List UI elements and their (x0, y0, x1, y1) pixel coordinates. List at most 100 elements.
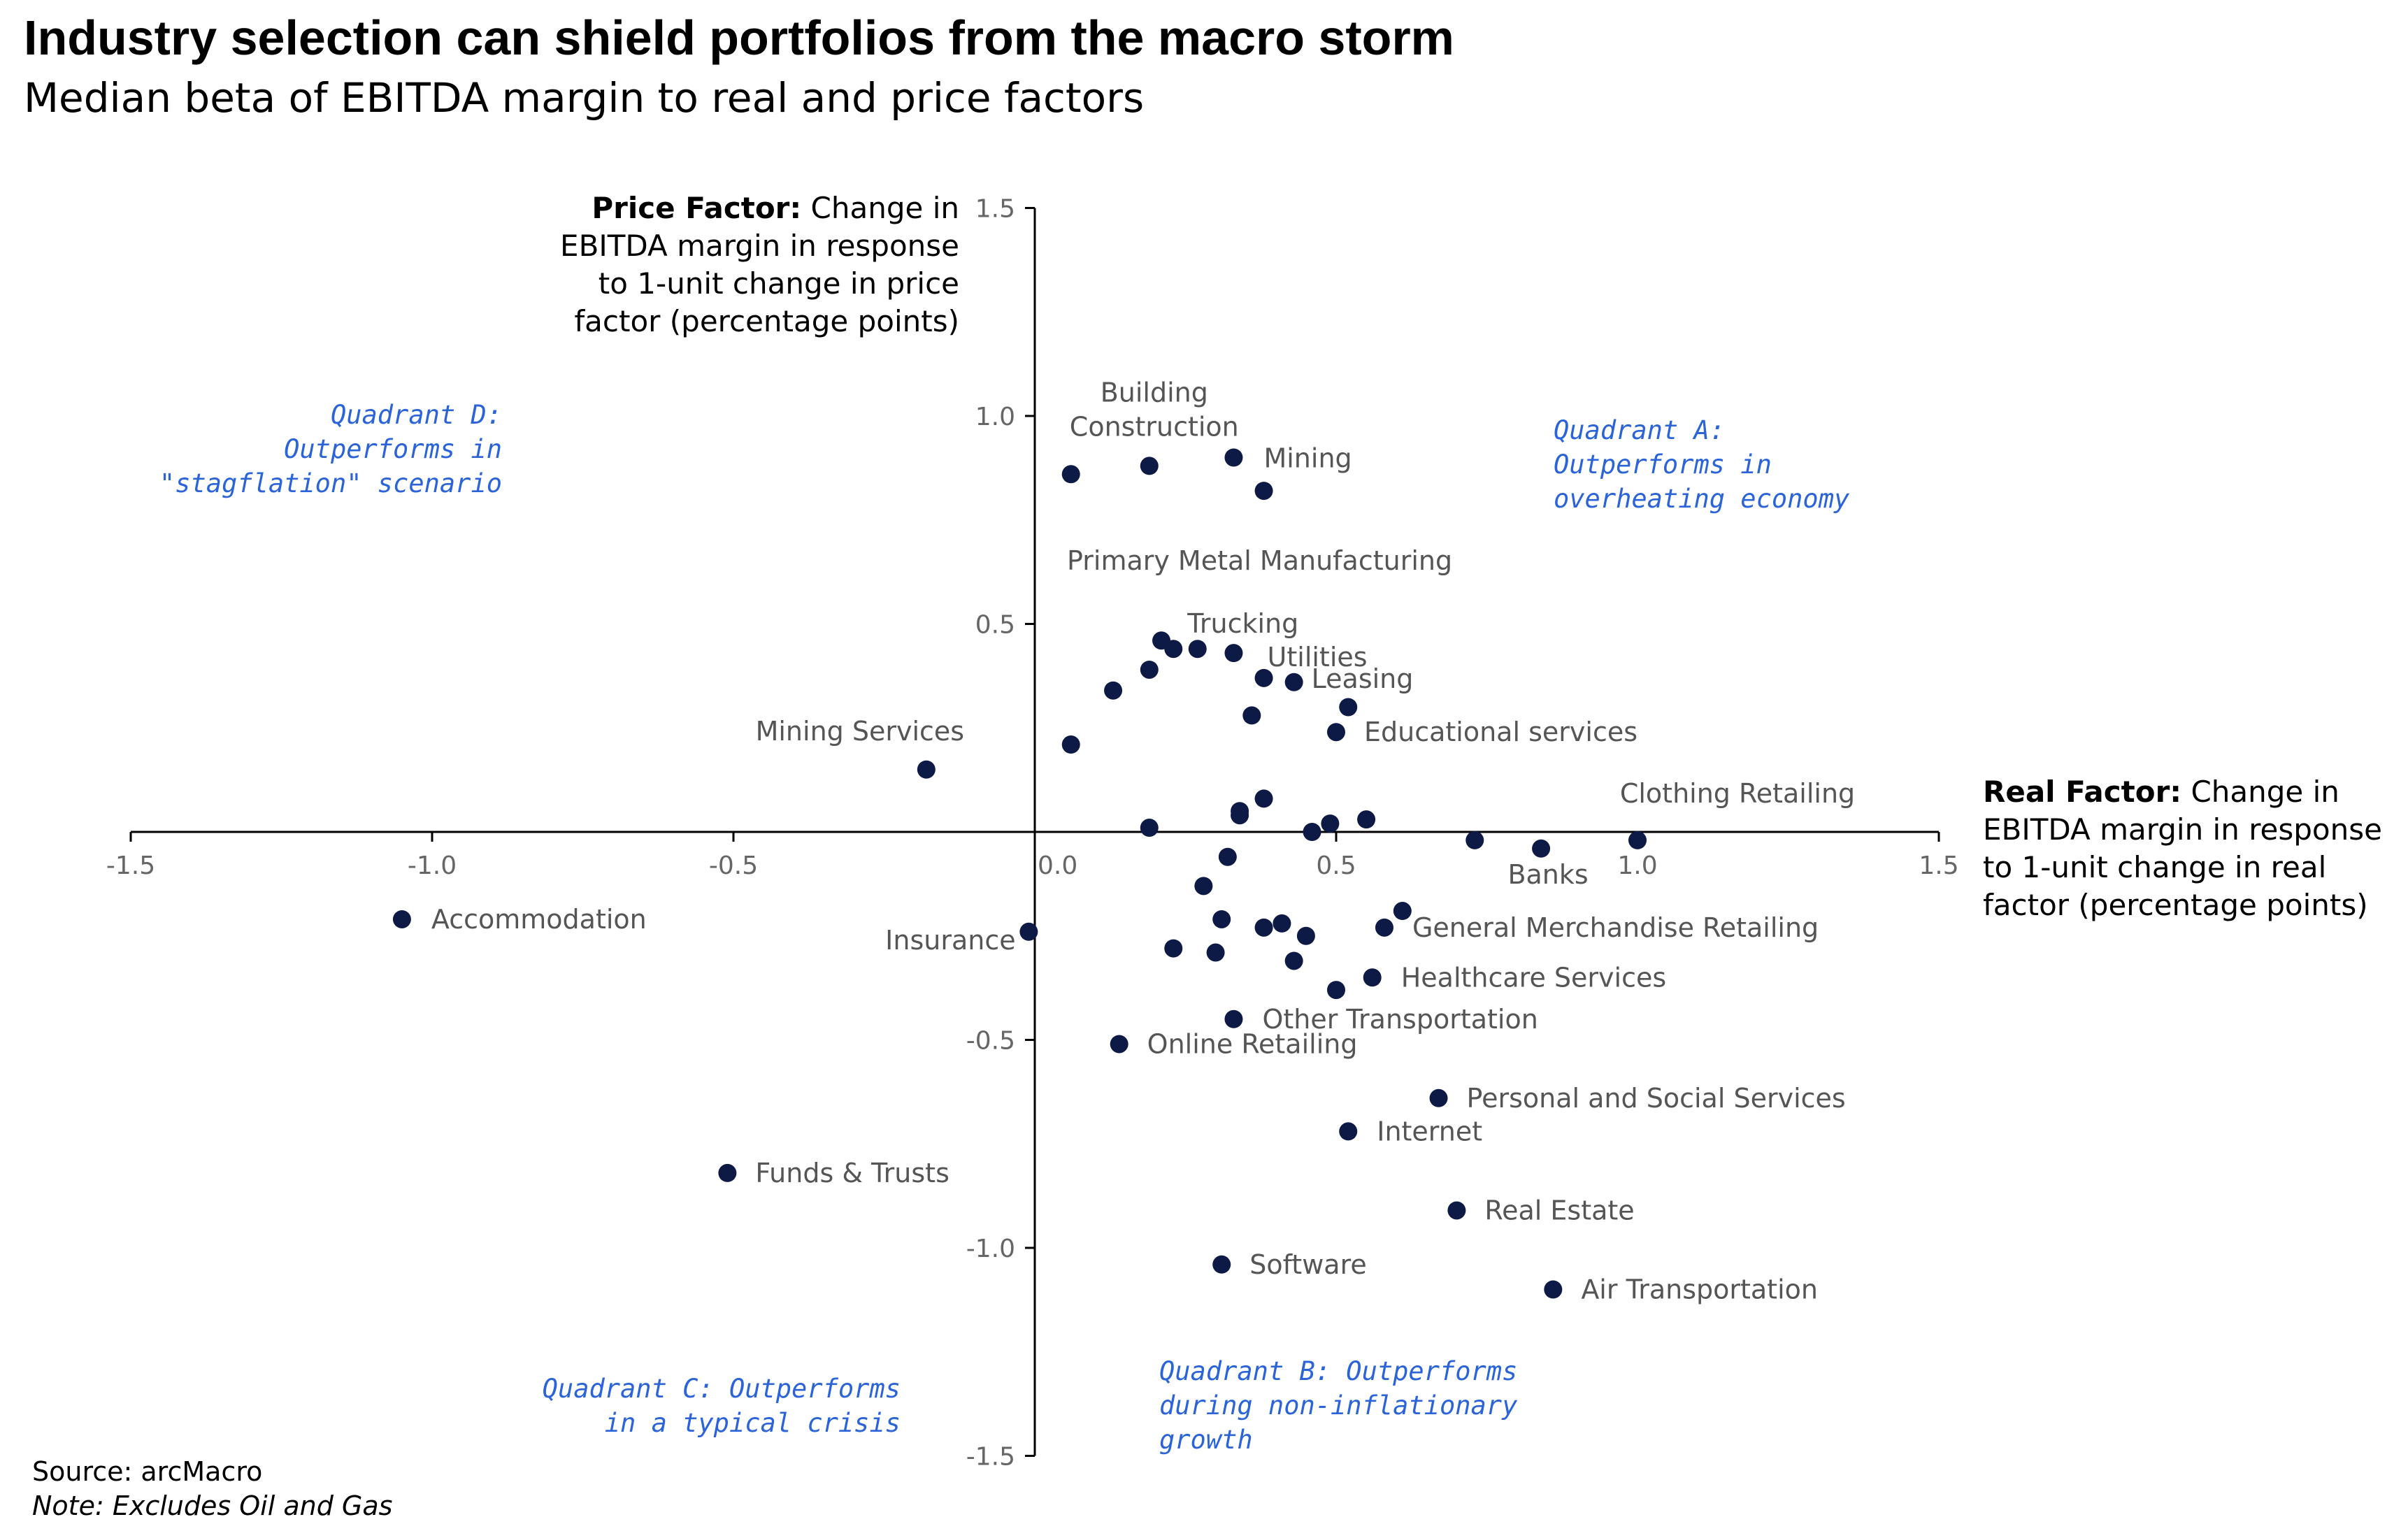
data-point (1321, 814, 1340, 833)
point-label: Mining Services (756, 716, 965, 747)
data-point (917, 760, 936, 779)
data-point (718, 1163, 737, 1182)
data-point (1327, 723, 1345, 742)
point-label: Other Transportation (1262, 1004, 1538, 1035)
y-tick-label: -1.5 (966, 1443, 1015, 1472)
point-label: Internet (1377, 1116, 1482, 1147)
y-tick-label: 1.0 (975, 403, 1015, 431)
data-point (1339, 1122, 1358, 1141)
data-point (1273, 914, 1291, 933)
data-points (392, 448, 1647, 1299)
data-point (1254, 918, 1273, 937)
data-point (1212, 910, 1231, 928)
x-tick-label: -1.5 (106, 851, 155, 880)
axes (129, 207, 1940, 1457)
point-label: Real Estate (1484, 1195, 1634, 1225)
data-point (1164, 939, 1183, 958)
data-point (1284, 951, 1303, 970)
data-point (1231, 806, 1249, 825)
data-point (1393, 902, 1412, 921)
data-point (1140, 819, 1159, 838)
footnote: Note: Excludes Oil and Gas (32, 1490, 392, 1521)
data-point (1194, 877, 1213, 896)
point-label: Leasing (1312, 663, 1414, 694)
point-label: Building Construction (1070, 377, 1239, 442)
point-label: Online Retailing (1147, 1028, 1358, 1059)
point-label: Air Transportation (1581, 1274, 1818, 1305)
data-point (1532, 839, 1551, 858)
x-tick-label: 0.0 (1038, 851, 1077, 880)
point-label: Educational services (1364, 717, 1637, 747)
data-point (1218, 847, 1237, 866)
x-tick-label: -0.5 (709, 851, 758, 880)
chart-title: Industry selection can shield portfolios… (24, 10, 1454, 65)
point-label: Primary Metal Manufacturing (1067, 545, 1452, 576)
x-axis-title: Real Factor: Change in EBITDA margin in r… (1983, 775, 2382, 922)
x-tick-label: 1.0 (1617, 851, 1657, 880)
data-point (1465, 831, 1484, 849)
x-tick-label: -1.0 (408, 851, 457, 880)
data-point (1019, 922, 1038, 941)
data-point (1544, 1280, 1563, 1299)
quadrant-d-label: Quadrant D: Outperforms in "stagflation" s… (159, 400, 502, 498)
data-point (1061, 735, 1080, 754)
data-point (1357, 810, 1376, 829)
tick-labels: -1.5 -1.0 -0.5 0.0 0.5 1.0 1.5 1.5 1.0 0.5 -0.5 -1.… (106, 195, 1959, 1472)
data-point (1212, 1255, 1231, 1274)
data-point (1254, 789, 1273, 808)
quadrant-b-label: Quadrant B: Outperforms during non-inflat… (1159, 1356, 1518, 1455)
data-point (1339, 698, 1358, 717)
x-tick-label: 1.5 (1919, 851, 1958, 880)
data-point (1061, 465, 1080, 484)
point-label: Personal and Social Services (1467, 1083, 1846, 1114)
point-label: Software (1249, 1249, 1367, 1280)
data-point (1104, 681, 1123, 700)
point-label: Utilities (1268, 642, 1368, 673)
data-point (1242, 706, 1261, 725)
data-point (1140, 660, 1159, 679)
quadrant-a-label: Quadrant A: Outperforms in overheating eco… (1554, 415, 1850, 514)
data-point (1164, 640, 1183, 659)
point-label: Trucking (1187, 608, 1298, 639)
data-point (1429, 1088, 1448, 1107)
axis-titles: Price Factor: Change in EBITDA margin in … (560, 191, 2382, 922)
data-point (1254, 482, 1273, 501)
data-point (1447, 1201, 1466, 1220)
point-label: Funds & Trusts (755, 1158, 949, 1188)
y-tick-label: -0.5 (966, 1027, 1015, 1056)
point-label: Accommodation (431, 904, 647, 935)
data-point (1375, 918, 1393, 937)
data-point (392, 910, 411, 928)
data-point (1224, 448, 1243, 467)
point-label: Clothing Retailing (1620, 778, 1855, 809)
point-label: Banks (1507, 859, 1588, 890)
data-point (1224, 644, 1243, 663)
y-axis-title: Price Factor: Change in EBITDA margin in … (560, 191, 959, 338)
data-point (1628, 831, 1647, 849)
point-label: General Merchandise Retailing (1412, 912, 1819, 943)
data-point (1224, 1009, 1243, 1028)
quadrant-c-label: Quadrant C: Outperforms in a typical cris… (543, 1374, 901, 1438)
y-tick-label: 0.5 (975, 611, 1015, 640)
data-point (1327, 981, 1345, 1000)
data-point (1140, 457, 1159, 475)
data-point (1303, 823, 1321, 841)
x-tick-label: 0.5 (1316, 851, 1356, 880)
data-point (1284, 673, 1303, 691)
data-point (1254, 668, 1273, 687)
point-label: Mining (1263, 443, 1352, 474)
data-point (1363, 968, 1382, 987)
source-note: Source: arcMacro (32, 1456, 262, 1487)
data-point (1110, 1035, 1128, 1054)
y-tick-label: -1.0 (966, 1235, 1015, 1263)
y-tick-label: 1.5 (975, 195, 1015, 224)
data-point (1188, 640, 1207, 659)
data-point (1296, 926, 1315, 945)
point-label: Insurance (885, 925, 1015, 956)
quadrant-annotations: Quadrant A: Outperforms in overheating eco… (159, 400, 1850, 1455)
point-label: Healthcare Services (1401, 962, 1666, 993)
data-point (1206, 943, 1225, 962)
point-labels: Building Construction Mining Primary Metal … (431, 377, 1855, 1304)
chart-subtitle: Median beta of EBITDA margin to real and… (24, 74, 1144, 122)
